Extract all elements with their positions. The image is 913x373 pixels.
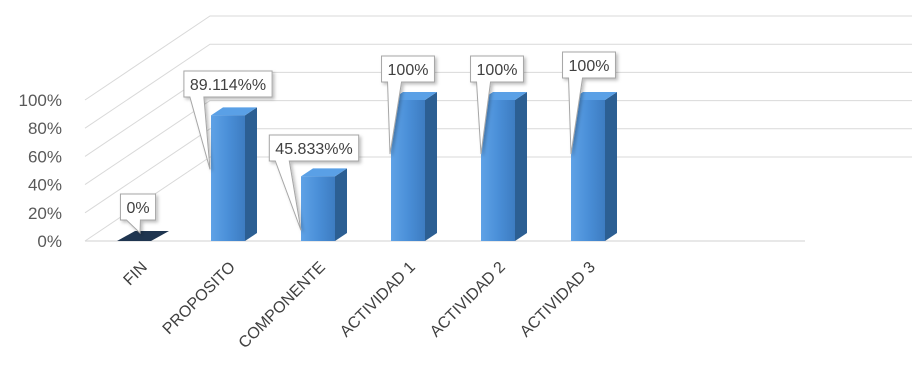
data-label: 100% — [569, 58, 610, 75]
data-labels: 0% 89.114%% 45.833%% 100% 100% 100% — [119, 51, 616, 235]
bar-side — [335, 168, 347, 241]
bar-top — [391, 92, 437, 100]
data-label-callout — [268, 134, 360, 231]
y-tick-label: 40% — [28, 176, 62, 195]
gridline — [84, 43, 912, 129]
data-label-callout — [119, 193, 157, 235]
bar — [481, 100, 515, 241]
bar-top — [211, 107, 257, 116]
bar — [571, 100, 605, 241]
data-label: 89.114%% — [190, 77, 266, 94]
data-label: 45.833%% — [275, 141, 352, 158]
gridline — [84, 128, 912, 214]
bar — [117, 231, 169, 241]
y-tick-label: 60% — [28, 147, 62, 166]
x-tick-label: ACTIVIDAD 3 — [517, 259, 599, 341]
bar — [301, 176, 335, 241]
x-tick-label: FIN — [121, 259, 151, 289]
gridline — [84, 100, 912, 186]
y-tick-label: 80% — [28, 119, 62, 138]
data-label-callout — [470, 55, 524, 155]
data-label-callout — [562, 51, 616, 155]
bar — [391, 100, 425, 241]
data-label: 0% — [126, 200, 149, 217]
bar-side — [425, 92, 437, 241]
data-label: 100% — [477, 62, 518, 79]
x-tick-label: ACTIVIDAD 1 — [337, 259, 419, 341]
bar-side — [245, 107, 257, 241]
data-label: 100% — [388, 62, 429, 79]
bar-top — [301, 168, 347, 177]
bar-top — [481, 92, 527, 100]
x-tick-label: PROPOSITO — [160, 259, 239, 338]
bars — [117, 92, 617, 241]
x-tick-label: COMPONENTE — [236, 259, 329, 352]
y-tick-label: 100% — [19, 91, 62, 110]
gridline — [84, 15, 912, 101]
bar — [211, 115, 245, 241]
y-tick-label: 20% — [28, 204, 62, 223]
y-axis-ticks: 0% 20% 40% 60% 80% 100% — [19, 91, 62, 251]
data-label-callout — [381, 55, 435, 155]
bar-side — [515, 92, 527, 241]
bar-side — [605, 92, 617, 241]
bar-top — [571, 92, 617, 100]
x-tick-label: ACTIVIDAD 2 — [427, 259, 509, 341]
y-tick-label: 0% — [37, 232, 62, 251]
data-label-callout — [183, 70, 273, 170]
